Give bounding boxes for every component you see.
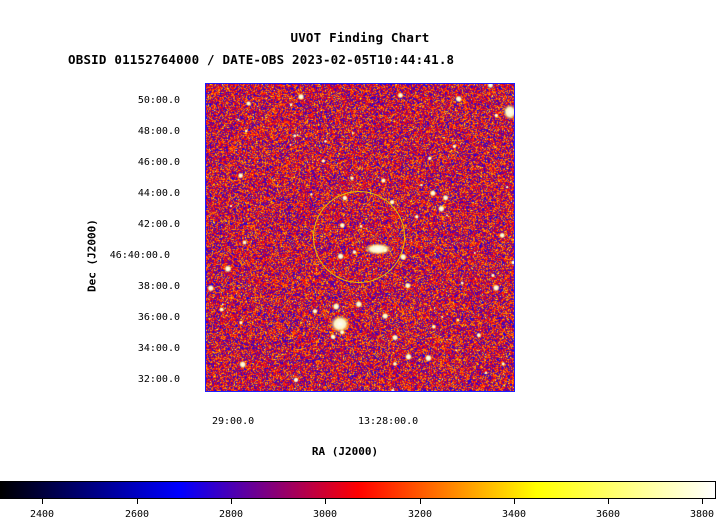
- target-circle: [313, 191, 405, 283]
- colorbar-tick-label: 3600: [596, 509, 621, 520]
- colorbar-tick-label: 3800: [690, 509, 715, 520]
- colorbar-tick-label: 3000: [313, 509, 338, 520]
- colorbar-tick-mark: [702, 499, 703, 504]
- colorbar-tick-mark: [325, 499, 326, 504]
- colorbar-tick-label: 2800: [219, 509, 244, 520]
- y-tick-label: 46:40:00.0: [109, 250, 170, 261]
- y-tick-label: 46:00.0: [137, 157, 180, 168]
- colorbar-tick-label: 3400: [502, 509, 527, 520]
- colorbar-tick-mark: [420, 499, 421, 504]
- x-tick-label: 29:00.0: [212, 416, 255, 427]
- colorbar-tick-mark: [514, 499, 515, 504]
- y-axis-title: Dec (J2000): [85, 219, 99, 292]
- colorbar-tick-mark: [231, 499, 232, 504]
- y-tick-label: 42:00.0: [137, 219, 180, 230]
- y-tick-label: 34:00.0: [137, 343, 180, 354]
- y-tick-label: 48:00.0: [137, 126, 180, 137]
- colorbar: [0, 481, 716, 499]
- y-tick-label: 50:00.0: [137, 95, 180, 106]
- colorbar-tick-mark: [608, 499, 609, 504]
- y-tick-label: 38:00.0: [137, 281, 180, 292]
- x-tick-label: 13:28:00.0: [358, 416, 419, 427]
- colorbar-tick-mark: [137, 499, 138, 504]
- chart-subtitle: OBSID 01152764000 / DATE-OBS 2023-02-05T…: [68, 52, 455, 67]
- y-tick-label: 44:00.0: [137, 188, 180, 199]
- colorbar-tick-label: 2600: [125, 509, 150, 520]
- y-tick-label: 36:00.0: [137, 312, 180, 323]
- colorbar-tick-label: 3200: [408, 509, 433, 520]
- y-tick-label: 32:00.0: [137, 374, 180, 385]
- chart-title: UVOT Finding Chart: [290, 30, 430, 45]
- colorbar-tick-mark: [42, 499, 43, 504]
- x-axis-title: RA (J2000): [311, 445, 379, 458]
- colorbar-tick-label: 2400: [30, 509, 55, 520]
